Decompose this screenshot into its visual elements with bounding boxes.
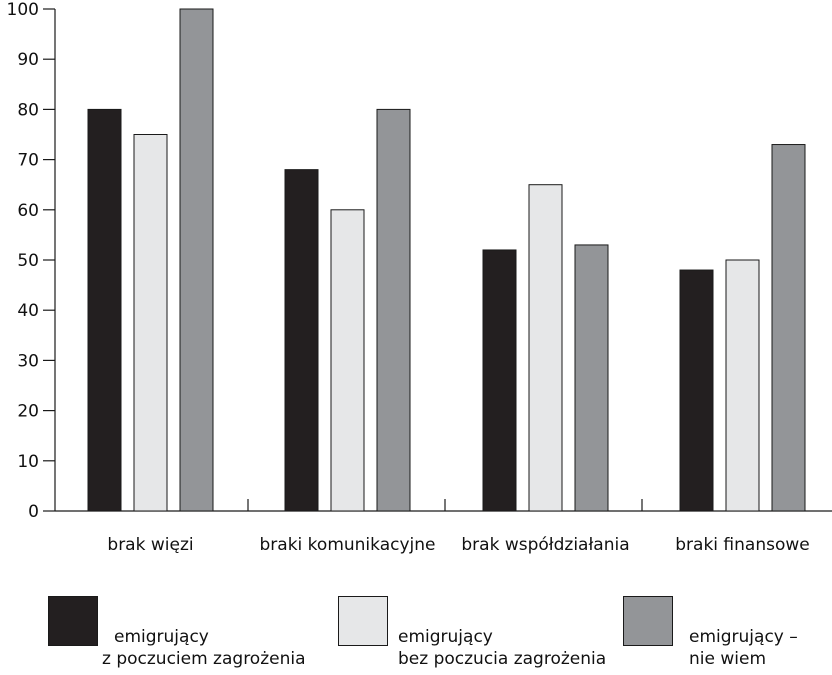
x-category-label: brak więzi: [107, 535, 193, 555]
bar: [284, 169, 319, 512]
y-tick-label: 0: [28, 502, 39, 522]
y-tick-label: 50: [17, 251, 39, 271]
legend-label-line2: z poczuciem zagrożenia: [102, 649, 306, 669]
bar: [330, 209, 365, 512]
x-category-label: brak współdziałania: [461, 535, 629, 555]
bar: [574, 244, 609, 512]
bar-chart: 0 10 20 30 40 50 60 70 80 90 100 brak więzi braki ko…: [7, 0, 832, 555]
y-tick-label: 80: [17, 100, 39, 120]
legend-label-threatened: emigrujący z poczuciem zagrożenia: [102, 626, 306, 670]
bar: [679, 269, 714, 512]
x-category-label: braki finansowe: [675, 535, 809, 555]
y-tick-label: 40: [17, 301, 39, 321]
bar: [87, 108, 122, 512]
bar: [528, 184, 563, 512]
y-tick-label: 10: [17, 452, 39, 472]
legend-swatch-threatened: [48, 596, 98, 646]
y-tick-label: 70: [17, 151, 39, 171]
bar: [482, 249, 517, 512]
y-tick-label: 90: [17, 50, 39, 70]
y-tick-label: 100: [7, 0, 39, 20]
legend-swatch-not-threatened: [338, 596, 388, 646]
x-category-label: braki komunikacyjne: [260, 535, 436, 555]
bar: [725, 259, 760, 512]
legend-swatch-dont-know: [623, 596, 673, 646]
y-tick-label: 20: [17, 402, 39, 422]
legend-label-line1: emigrujący: [114, 627, 209, 647]
legend-label-not-threatened: emigrujący bez poczucia zagrożenia: [398, 626, 606, 670]
legend-label-line2: bez poczucia zagrożenia: [398, 649, 607, 669]
bar: [133, 134, 168, 512]
bar: [376, 108, 411, 512]
legend-label-line2: nie wiem: [689, 649, 767, 669]
legend-label-line1: emigrujący: [398, 627, 493, 647]
chart-bars: [87, 8, 806, 512]
y-tick-label: 60: [17, 201, 39, 221]
bar: [771, 144, 806, 512]
legend-label-line1: emigrujący –: [689, 627, 798, 647]
y-tick-label: 30: [17, 351, 39, 371]
legend-label-dont-know: emigrujący – nie wiem: [689, 626, 798, 670]
bar: [179, 8, 214, 512]
chart-labels: 0 10 20 30 40 50 60 70 80 90 100 brak więzi braki ko…: [7, 0, 810, 555]
